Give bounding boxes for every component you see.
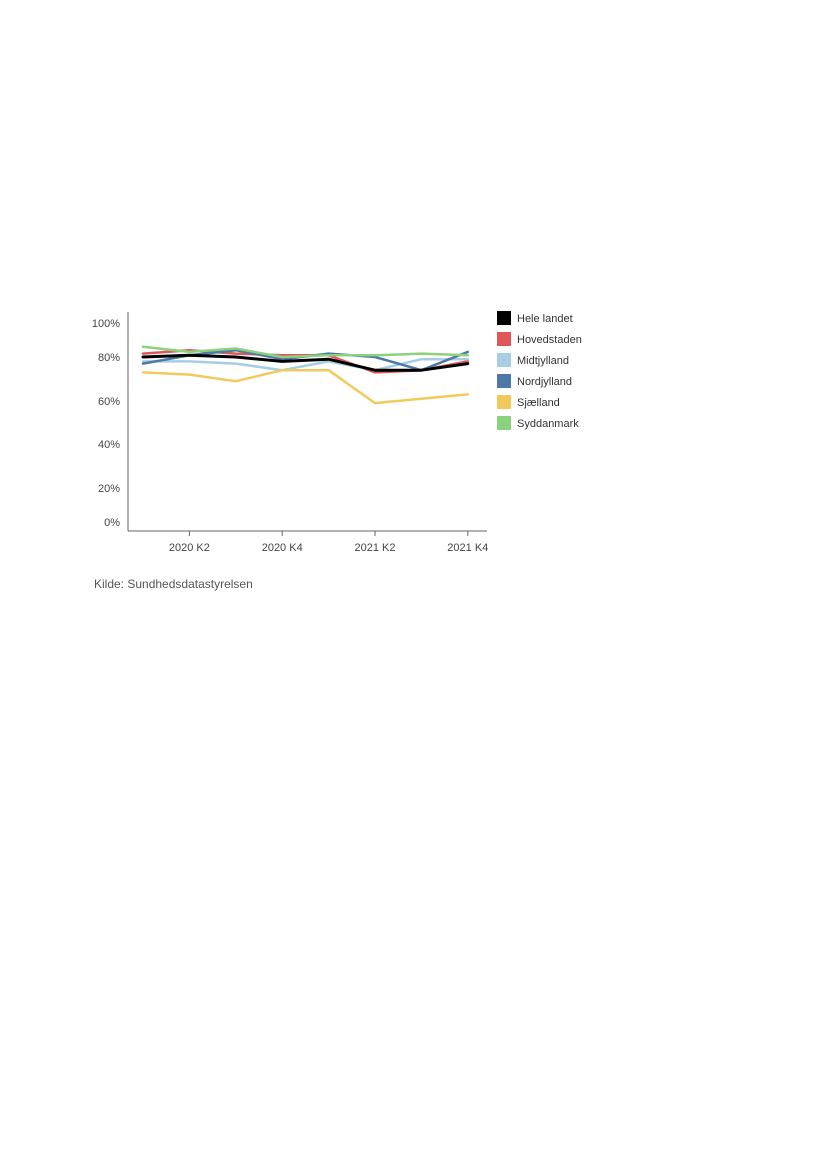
legend-label: Hele landet: [517, 313, 573, 325]
chart-legend: Hele landet Hovedstaden Midtjylland Nordjyl…: [497, 311, 582, 430]
chart-series: [141, 345, 470, 405]
series-line-midtjylland: [141, 357, 470, 372]
y-tick-label: 0%: [104, 517, 120, 529]
series-line-sjælland: [141, 368, 470, 405]
legend-label: Midtjylland: [517, 355, 569, 367]
legend-swatch: [497, 395, 511, 409]
x-tick-label: 2021 K4: [447, 542, 488, 554]
y-tick-label: 20%: [98, 483, 120, 495]
legend-label: Nordjylland: [517, 376, 572, 388]
legend-swatch: [497, 311, 511, 325]
series-line-syddanmark: [141, 345, 470, 359]
legend-label: Hovedstaden: [517, 334, 582, 346]
y-tick-label: 80%: [98, 352, 120, 364]
legend-label: Sjælland: [517, 397, 560, 409]
y-tick-label: 40%: [98, 439, 120, 451]
chart-axes: 0% 20% 40% 60% 80% 100% 2020 K2 2020 K4 2021 K2 2…: [92, 312, 488, 554]
x-tick-label: 2020 K2: [169, 542, 210, 554]
y-tick-label: 60%: [98, 396, 120, 408]
legend-swatch: [497, 416, 511, 430]
y-tick-label: 100%: [92, 318, 120, 330]
series-line-hele-landet: [141, 353, 470, 372]
legend-swatch: [497, 374, 511, 388]
source-note: Kilde: Sundhedsdatastyrelsen: [94, 577, 253, 591]
x-tick-label: 2021 K2: [355, 542, 396, 554]
x-tick-label: 2020 K4: [262, 542, 303, 554]
legend-swatch: [497, 332, 511, 346]
legend-label: Syddanmark: [517, 418, 579, 430]
legend-swatch: [497, 353, 511, 367]
